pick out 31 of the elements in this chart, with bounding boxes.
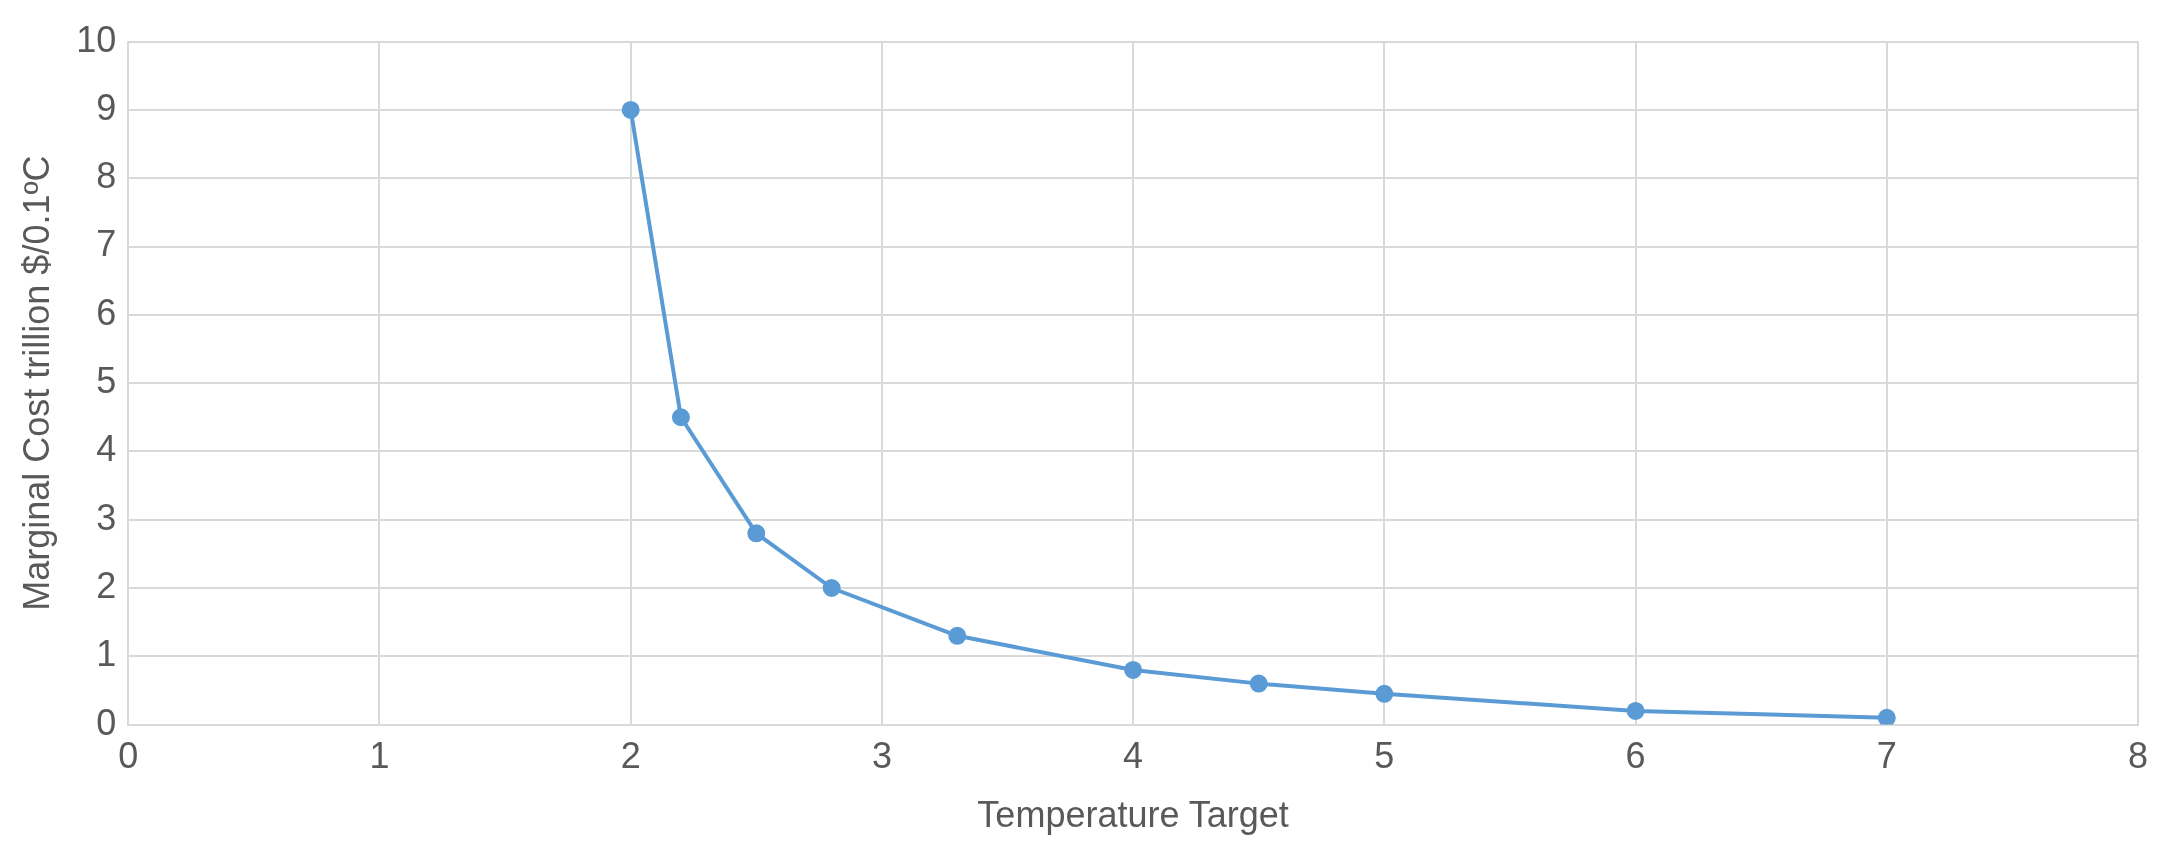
x-tick-label: 7 — [1876, 735, 1897, 777]
y-tick-label: 3 — [96, 496, 117, 538]
point — [1249, 674, 1268, 693]
point — [621, 100, 640, 119]
point — [822, 579, 841, 597]
y-tick-label: 7 — [96, 223, 117, 265]
y-tick-label: 1 — [96, 633, 117, 675]
x-tick-label: 5 — [1374, 735, 1395, 777]
y-tick-label: 4 — [96, 428, 117, 470]
x-axis-title: Temperature Target — [977, 794, 1289, 836]
y-tick-label: 8 — [96, 155, 117, 197]
x-tick-label: 4 — [1123, 735, 1144, 777]
y-tick-label: 5 — [96, 360, 117, 402]
point — [948, 626, 967, 645]
x-tick-label: 1 — [369, 735, 390, 777]
x-tick-label: 8 — [2127, 735, 2149, 777]
y-tick-label: 0 — [96, 701, 117, 743]
x-tick-label: 2 — [620, 735, 641, 777]
y-tick-label: 10 — [76, 18, 117, 60]
y-tick-label: 2 — [96, 564, 117, 606]
point — [747, 524, 766, 543]
point — [1877, 708, 1896, 725]
y-tick-label: 9 — [96, 86, 117, 128]
point — [1626, 701, 1645, 720]
point — [671, 408, 690, 427]
point — [1124, 660, 1143, 679]
y-tick-label: 6 — [96, 291, 117, 333]
y-axis-title: Marginal Cost trillion $/0.1ºC — [15, 155, 57, 611]
point — [1375, 684, 1394, 703]
x-tick-label: 6 — [1625, 735, 1646, 777]
x-tick-label: 3 — [871, 735, 892, 777]
